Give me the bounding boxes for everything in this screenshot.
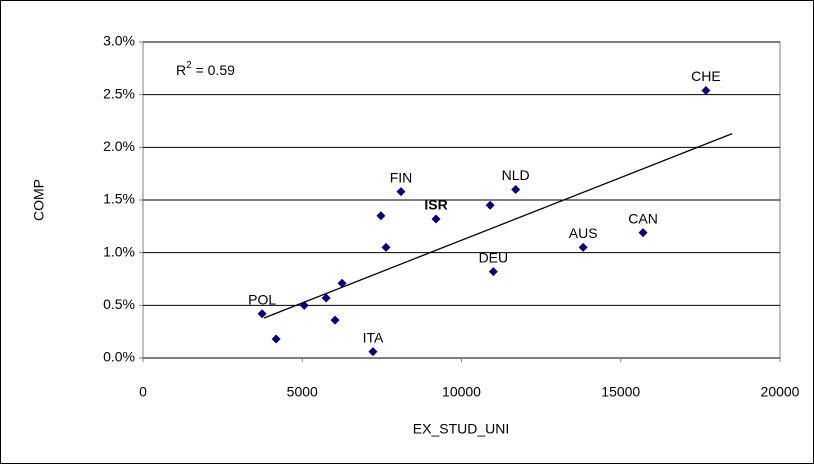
point-label: POL xyxy=(248,291,276,307)
annotation-base: R xyxy=(176,62,186,78)
data-point xyxy=(485,200,495,210)
data-point xyxy=(431,214,441,224)
x-tick-label: 10000 xyxy=(442,384,481,400)
point-label: ISR xyxy=(424,197,447,213)
y-tick-label: 2.5% xyxy=(103,85,135,101)
y-tick-label: 0.0% xyxy=(103,349,135,365)
point-label: AUS xyxy=(569,225,598,241)
point-label: DEU xyxy=(479,249,509,265)
y-tick-label: 3.0% xyxy=(103,33,135,49)
point-label: FIN xyxy=(390,169,413,185)
data-point xyxy=(368,347,378,357)
y-axis-title: COMP xyxy=(31,179,47,221)
data-point xyxy=(337,278,347,288)
data-point xyxy=(701,85,711,95)
data-point xyxy=(257,309,267,319)
annotation-superscript: 2 xyxy=(186,60,192,71)
data-point xyxy=(511,184,521,194)
y-tick-label: 0.5% xyxy=(103,296,135,312)
point-label: CAN xyxy=(628,210,658,226)
x-axis-title: EX_STUD_UNI xyxy=(413,421,509,437)
data-point xyxy=(578,242,588,252)
x-tick-label: 20000 xyxy=(761,384,800,400)
point-label: NLD xyxy=(502,167,530,183)
annotation: R2 = 0.59 xyxy=(176,60,235,78)
x-tick-label: 15000 xyxy=(601,384,640,400)
point-label: CHE xyxy=(691,68,721,84)
data-point xyxy=(638,228,648,238)
annotation-suffix: = 0.59 xyxy=(192,62,235,78)
data-point xyxy=(299,300,309,310)
data-point xyxy=(330,315,340,325)
x-tick-label: 0 xyxy=(139,384,147,400)
data-point xyxy=(381,242,391,252)
y-tick-label: 1.5% xyxy=(103,191,135,207)
point-label: ITA xyxy=(363,329,384,345)
data-point xyxy=(396,187,406,197)
y-tick-label: 1.0% xyxy=(103,243,135,259)
data-point xyxy=(376,211,386,221)
y-tick-label: 2.0% xyxy=(103,138,135,154)
data-point xyxy=(321,293,331,303)
data-point xyxy=(271,334,281,344)
x-tick-label: 5000 xyxy=(287,384,318,400)
data-point xyxy=(488,267,498,277)
